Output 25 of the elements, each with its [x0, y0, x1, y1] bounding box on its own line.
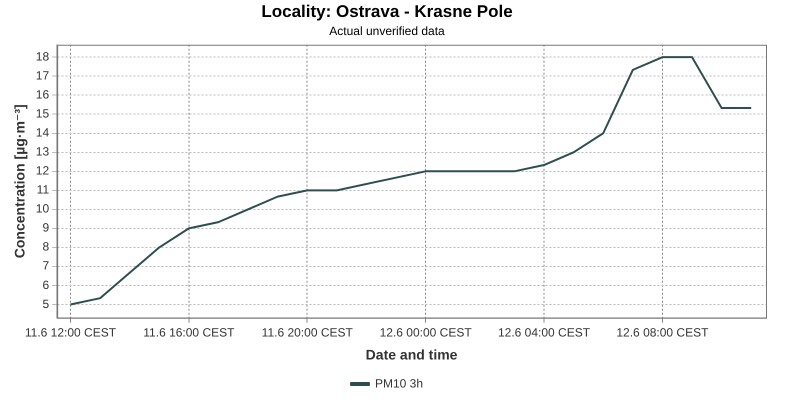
y-tick-label: 5 [42, 296, 50, 311]
y-tick-label: 16 [36, 88, 50, 102]
x-tick-label: 12.6 04:00 CEST [498, 325, 591, 340]
x-tick-label: 11.6 20:00 CEST [262, 325, 354, 340]
x-axis-title: Date and time [366, 346, 458, 362]
y-tick-label: 14 [36, 126, 50, 140]
y-tick-label: 13 [36, 144, 50, 159]
chart-title: Locality: Ostrava - Krasne Pole [261, 2, 513, 21]
chart-subtitle: Actual unverified data [329, 24, 446, 38]
x-tick-label: 11.6 12:00 CEST [24, 325, 117, 340]
y-tick-label: 12 [36, 164, 50, 178]
legend-label: PM10 3h [374, 376, 424, 390]
y-tick-label: 8 [42, 240, 50, 254]
x-tick-label: 11.6 16:00 CEST [143, 325, 236, 340]
x-tick-label: 12.6 00:00 CEST [380, 325, 472, 340]
y-tick-label: 6 [42, 278, 50, 292]
y-tick-label: 17 [36, 68, 50, 83]
y-tick-label: 10 [36, 202, 50, 216]
x-tick-label: 12.6 08:00 CEST [616, 325, 710, 340]
y-tick-label: 7 [42, 258, 50, 273]
y-tick-label: 9 [42, 220, 50, 235]
y-tick-label: 18 [36, 49, 50, 64]
y-tick-label: 15 [36, 106, 50, 121]
y-axis-title: Concentration [µg·m⁻³] [11, 104, 28, 258]
y-tick-label: 11 [36, 182, 50, 197]
